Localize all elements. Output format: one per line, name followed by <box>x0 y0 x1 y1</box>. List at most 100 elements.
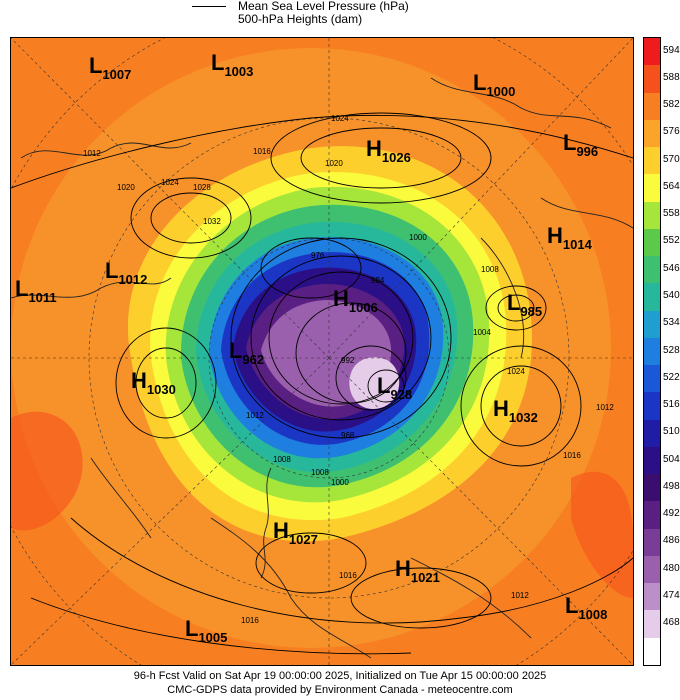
colorbar-tick-label: 522 <box>663 371 680 383</box>
pressure-system-marker: H1027 <box>273 518 318 547</box>
colorbar-tick-label: 534 <box>663 317 680 329</box>
isobar-label: 1016 <box>253 147 271 156</box>
colorbar-tick-label: 498 <box>663 480 680 492</box>
colorbar-cell <box>644 147 660 175</box>
isobar-line-sample <box>192 6 226 7</box>
pressure-system-marker: H1021 <box>395 556 440 585</box>
colorbar-cell <box>644 365 660 393</box>
colorbar-cell <box>644 201 660 230</box>
isobar-label: 1012 <box>596 403 614 412</box>
map-canvas: 1012 1020 1024 1028 1032 1016 1020 1024 … <box>11 38 633 665</box>
pressure-system-marker: L962 <box>229 338 264 367</box>
isobar-label: 1000 <box>409 233 427 242</box>
height-shading-588-west <box>11 411 83 531</box>
colorbar-cell <box>644 555 660 584</box>
colorbar-tick-label: 540 <box>663 289 680 301</box>
colorbar-tick-label: 564 <box>663 180 680 192</box>
pressure-system-marker: H1006 <box>333 286 378 315</box>
pressure-system-marker: L985 <box>507 290 542 319</box>
isobar-label: 1016 <box>563 451 581 460</box>
pressure-system-marker: L1000 <box>473 70 515 99</box>
pressure-system-marker: L928 <box>377 373 412 402</box>
colorbar-tick-label: 516 <box>663 399 680 411</box>
isobar-label: 1008 <box>273 455 291 464</box>
colorbar-cell <box>644 501 660 530</box>
isobar-label: 1008 <box>481 265 499 274</box>
isobar-label: 1032 <box>203 217 221 226</box>
isobar-label: 984 <box>371 276 385 285</box>
colorbar-tick-label: 510 <box>663 426 680 438</box>
pressure-systems: L1007 L1003 L1000 H1026 L996 H1014 L1012… <box>15 50 607 645</box>
isobar-label: 1016 <box>241 616 259 625</box>
pressure-system-marker: L1012 <box>105 258 147 287</box>
legend-mslp-label: Mean Sea Level Pressure (hPa) <box>238 0 409 13</box>
isobar-label: 1000 <box>331 478 349 487</box>
pressure-system-marker: L1008 <box>565 593 607 622</box>
colorbar-tick-label: 552 <box>663 235 680 247</box>
isobar-label: 1004 <box>473 328 491 337</box>
pressure-system-marker: L996 <box>563 130 598 159</box>
pressure-system-marker: H1026 <box>366 136 411 165</box>
isobar-label: 1020 <box>117 183 135 192</box>
map-legend: Mean Sea Level Pressure (hPa) 500-hPa He… <box>192 0 492 30</box>
isobars <box>11 112 633 655</box>
isobar-label: 968 <box>341 431 355 440</box>
colorbar-tick-label: 468 <box>663 617 680 629</box>
colorbar-tick-label: 504 <box>663 453 680 465</box>
height-colorbar <box>643 37 661 666</box>
pressure-system-marker: L1005 <box>185 616 227 645</box>
colorbar-tick-label: 480 <box>663 562 680 574</box>
colorbar-cell <box>644 65 660 93</box>
pressure-system-marker: H1030 <box>131 368 176 397</box>
colorbar-cell <box>644 283 660 312</box>
colorbar-cell <box>644 310 660 339</box>
colorbar-cell <box>644 610 660 639</box>
pressure-system-marker: L1007 <box>89 53 131 82</box>
isobar-label: 1024 <box>331 114 349 123</box>
isobar-label: 992 <box>341 356 355 365</box>
colorbar-tick-label: 594 <box>663 44 680 56</box>
colorbar-cell <box>644 38 660 66</box>
pressure-system-marker: L1003 <box>211 50 253 79</box>
isobar-label: 1024 <box>161 178 179 187</box>
colorbar-cell <box>644 392 660 421</box>
isobar-label: 1020 <box>325 159 343 168</box>
colorbar-tick-label: 528 <box>663 344 680 356</box>
pressure-system-marker: L1011 <box>15 276 57 305</box>
data-credit-caption: CMC-GDPS data provided by Environment Ca… <box>167 684 513 696</box>
isobar-label: 1012 <box>511 591 529 600</box>
coastlines <box>11 77 633 659</box>
colorbar-cell <box>644 446 660 475</box>
colorbar-cell <box>644 528 660 557</box>
isobar-label: 976 <box>311 251 325 260</box>
colorbar-cell <box>644 474 660 502</box>
height-shading-588-east <box>571 471 633 598</box>
isobar-label: 1016 <box>339 571 357 580</box>
colorbar-cell <box>644 92 660 121</box>
colorbar-cell <box>644 583 660 611</box>
isobar-label: 1008 <box>311 468 329 477</box>
colorbar-cell <box>644 637 660 665</box>
colorbar-tick-label: 570 <box>663 153 680 165</box>
colorbar-tick-label: 558 <box>663 208 680 220</box>
colorbar-cell <box>644 256 660 284</box>
isobar-label: 1012 <box>83 149 101 158</box>
colorbar-cell <box>644 119 660 148</box>
colorbar-tick-label: 486 <box>663 535 680 547</box>
forecast-valid-caption: 96-h Fcst Valid on Sat Apr 19 00:00:00 2… <box>133 670 547 682</box>
pressure-system-marker: H1032 <box>493 396 538 425</box>
isobar-label: 1024 <box>507 367 525 376</box>
isobar-label: 1028 <box>193 183 211 192</box>
colorbar-cell <box>644 228 660 257</box>
colorbar-cell <box>644 337 660 366</box>
pressure-system-marker: H1014 <box>547 223 593 252</box>
colorbar-tick-label: 474 <box>663 589 680 601</box>
legend-heights-label: 500-hPa Heights (dam) <box>238 12 363 26</box>
colorbar-tick-label: 588 <box>663 71 680 83</box>
isobar-labels: 1012 1020 1024 1028 1032 1016 1020 1024 … <box>83 114 614 625</box>
colorbar-cell <box>644 174 660 203</box>
colorbar-tick-label: 546 <box>663 262 680 274</box>
colorbar-tick-label: 576 <box>663 126 680 138</box>
colorbar-tick-label: 582 <box>663 99 680 111</box>
weather-map: 1012 1020 1024 1028 1032 1016 1020 1024 … <box>10 37 634 666</box>
